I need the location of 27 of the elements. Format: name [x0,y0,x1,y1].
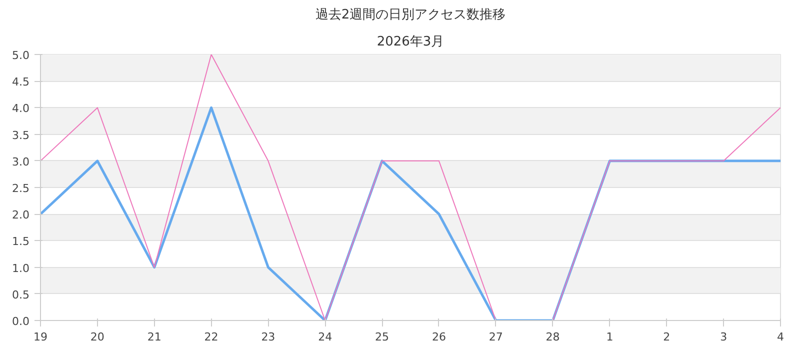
x-tick-label: 25 [375,330,390,344]
y-tick-label: 1.0 [12,262,30,275]
x-tick-label: 23 [261,330,276,344]
x-tick-label: 3 [720,330,728,344]
x-tick-label: 19 [34,330,48,344]
chart-title: 過去2週間の日別アクセス数推移 [315,8,506,22]
x-tick-label: 2 [663,330,670,344]
y-tick-label: 0.5 [12,288,30,302]
x-tick-label: 28 [546,330,560,344]
x-tick-label: 21 [147,330,162,344]
x-tick-label: 24 [318,330,332,344]
chart-subtitle: 2026年3月 [376,34,444,50]
x-tick-label: 22 [204,330,218,344]
y-tick-label: 4.5 [12,76,30,89]
x-tick-label: 26 [432,330,446,344]
y-tick-label: 0.0 [12,315,30,328]
y-tick-label: 2.0 [12,208,30,222]
y-tick-label: 1.5 [12,235,30,248]
x-tick-label: 20 [90,330,104,344]
y-tick-label: 2.5 [12,182,30,195]
y-tick-label: 5.0 [12,49,30,62]
x-tick-label: 4 [777,330,784,344]
x-tick-label: 27 [488,330,503,344]
y-tick-label: 3.0 [12,155,30,168]
y-tick-label: 4.0 [12,102,30,116]
x-tick-label: 1 [606,330,614,344]
y-tick-label: 3.5 [12,128,30,142]
